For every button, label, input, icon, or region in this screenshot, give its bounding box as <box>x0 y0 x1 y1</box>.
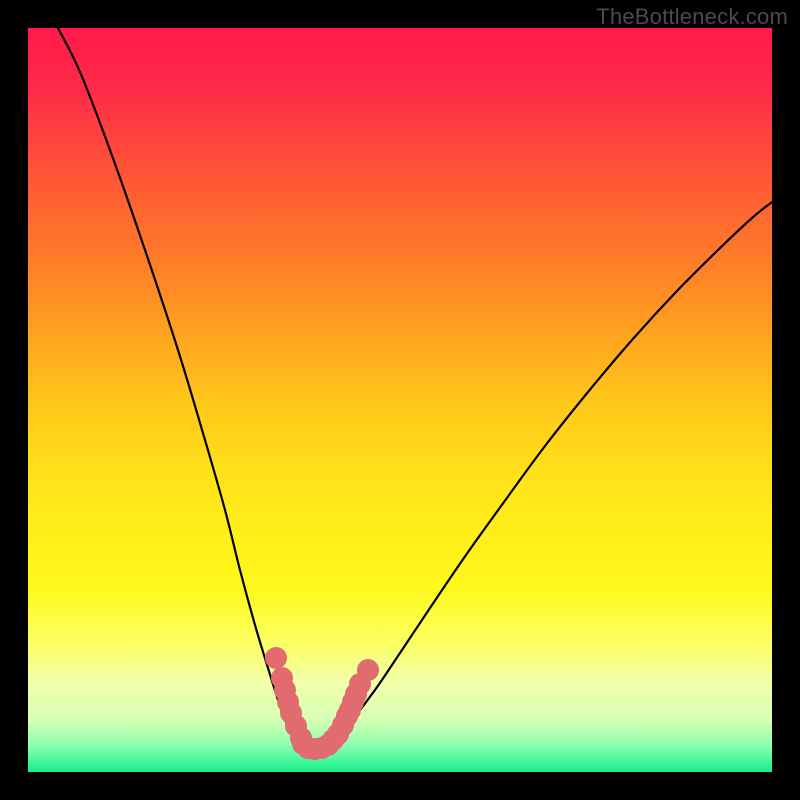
plot-area <box>28 28 772 772</box>
bottleneck-chart <box>0 0 800 800</box>
optimal-dot <box>265 647 287 669</box>
optimal-dot <box>357 659 379 681</box>
chart-root: TheBottleneck.com <box>0 0 800 800</box>
